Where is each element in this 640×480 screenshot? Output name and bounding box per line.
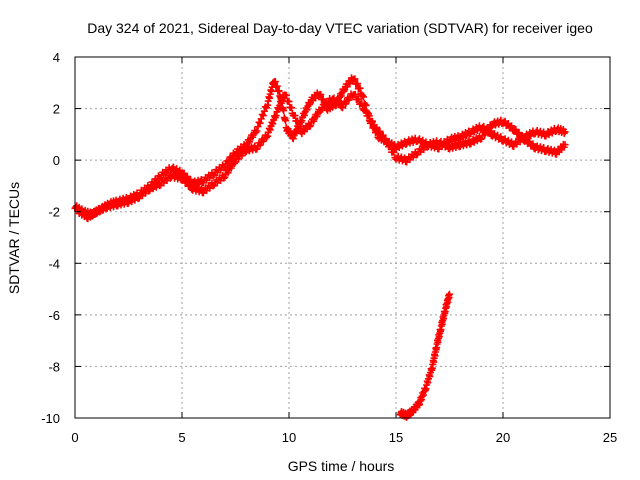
data-point-track-2 [282,91,290,99]
data-point-track-1 [300,111,308,119]
data-point-track-2 [387,143,395,151]
x-tick-label: 20 [496,430,510,445]
x-tick-label: 10 [282,430,296,445]
data-point-track-2 [266,126,274,134]
data-point-track-2 [362,106,370,114]
data-point-track-2 [187,181,195,189]
data-point-track-1 [289,135,297,143]
data-point-track-1 [282,117,290,125]
y-axis-label: SDTVAR / TECUs [6,182,22,294]
data-point-track-2 [269,120,277,128]
data-point-track-2 [264,132,272,140]
plot-frame [74,56,611,419]
data-point-track-2 [358,100,366,108]
data-point-track-2 [285,98,293,106]
data-point-track-1 [317,90,325,98]
data-point-track-2 [365,112,373,120]
grid-lines [75,57,610,418]
data-point-track-2 [390,148,398,156]
x-tick-label: 25 [603,430,617,445]
data-point-track-1 [280,107,288,115]
data-point-track-2 [275,105,283,113]
data-point-track-2 [288,104,296,112]
chart-title: Day 324 of 2021, Sidereal Day-to-day VTE… [87,20,593,36]
x-tick-label: 15 [389,430,403,445]
data-point-track-1 [256,119,264,127]
data-point-track-1 [497,133,505,141]
y-tick-label: -2 [48,205,60,220]
y-tick-label: -8 [48,359,60,374]
data-point-track-2 [272,112,280,120]
data-point-track-1 [245,138,253,146]
data-points [71,74,569,421]
data-point-track-1 [303,106,311,114]
data-point-track-2 [306,122,314,130]
data-point-track-3 [446,290,453,298]
data-point-track-1 [359,93,367,101]
data-point-track-2 [518,132,526,140]
y-tick-label: 0 [53,153,60,168]
data-point-track-1 [337,92,345,100]
data-point-track-2 [355,95,363,103]
data-point-track-1 [359,92,367,100]
data-point-track-1 [351,75,359,83]
data-point-track-2 [508,122,516,130]
x-axis-label: GPS time / hours [288,458,395,474]
data-point-track-2 [373,123,381,131]
data-point-track-2 [376,127,384,135]
data-point-track-2 [379,131,387,139]
data-point-track-1 [259,112,267,120]
data-point-track-2 [351,90,359,98]
axis-ticks: 0 5 10 15 20 25 -10 -8 -6 -4 -2 0 2 4 [41,50,617,445]
data-point-track-2 [176,172,184,180]
data-point-track-2 [313,113,321,121]
data-point-track-1 [292,129,300,137]
data-point-track-1 [249,133,257,141]
data-point-track-2 [294,117,302,125]
data-point-track-1 [353,80,361,88]
data-point-track-2 [277,99,285,107]
y-tick-label: 2 [53,102,60,117]
data-point-track-1 [253,127,261,135]
y-tick-label: -4 [48,256,60,271]
data-point-track-2 [291,112,299,120]
y-tick-label: -6 [48,308,60,323]
y-tick-label: 4 [53,50,60,65]
data-point-track-2 [224,169,232,177]
data-point-track-2 [263,133,271,141]
data-point-track-2 [383,137,391,145]
data-point-track-2 [310,117,318,125]
y-tick-label: -10 [41,411,60,426]
data-point-track-2 [221,173,229,181]
data-point-track-2 [227,164,235,172]
x-tick-label: 0 [71,430,78,445]
x-tick-label: 5 [178,430,185,445]
data-point-track-2 [529,140,537,148]
data-point-track-2 [561,141,569,149]
data-point-track-1 [561,128,569,136]
data-point-track-1 [356,84,364,92]
data-point-track-2 [368,117,376,125]
